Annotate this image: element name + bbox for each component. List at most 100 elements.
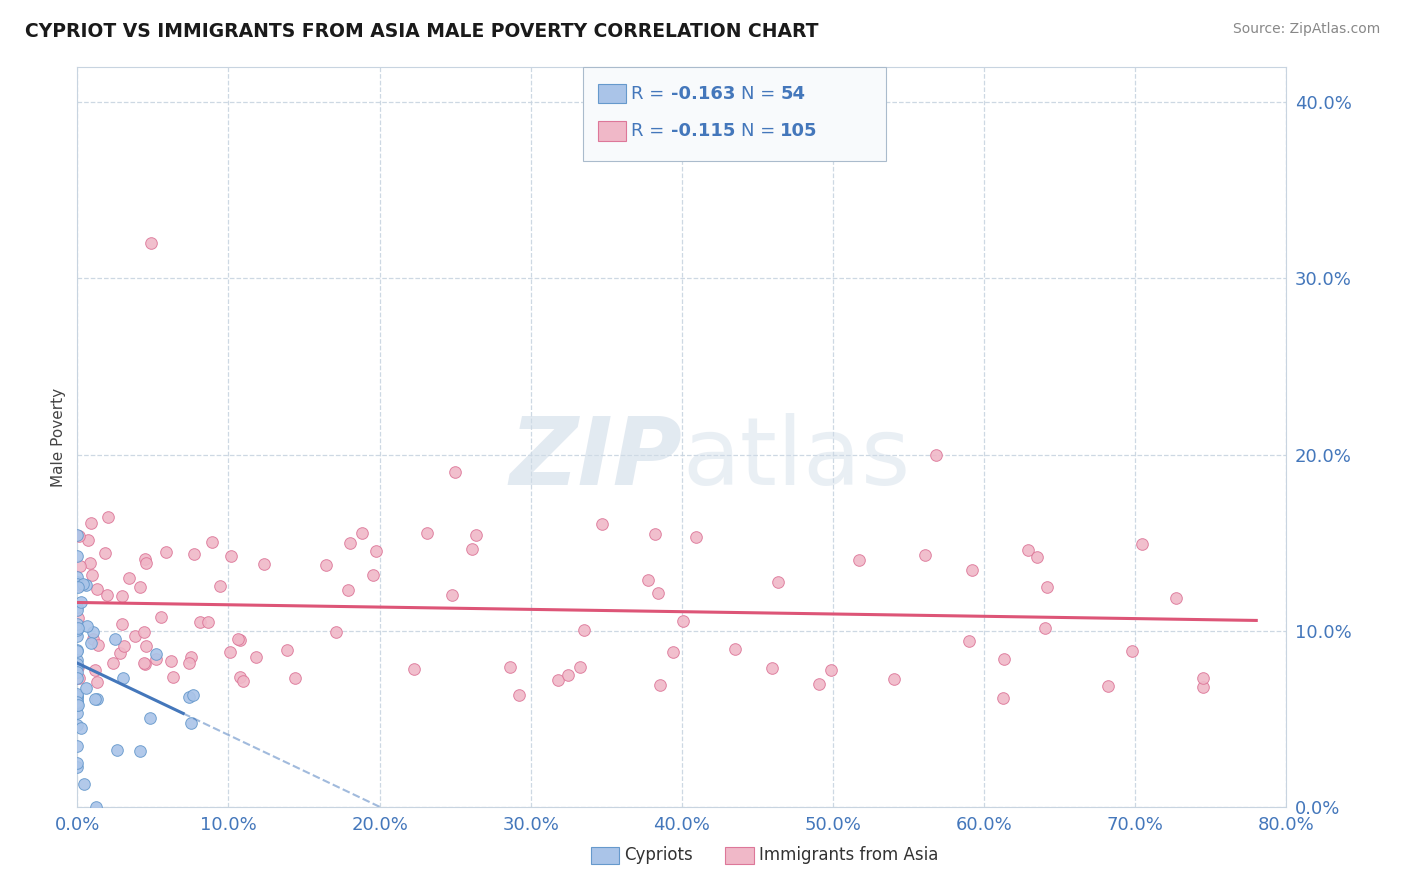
Point <box>820 663 842 677</box>
Point <box>134 657 156 671</box>
Point <box>766 574 789 589</box>
Point <box>960 563 983 577</box>
Point <box>79 556 101 570</box>
Point <box>66 643 89 657</box>
Point <box>993 652 1015 666</box>
Point <box>336 582 359 597</box>
Point <box>508 688 530 702</box>
Point <box>66 603 89 617</box>
Point <box>82 567 104 582</box>
Text: N =: N = <box>741 85 780 103</box>
Point <box>84 691 107 706</box>
Point <box>155 545 177 559</box>
Text: -0.115: -0.115 <box>671 122 735 140</box>
Point <box>111 616 134 631</box>
Point <box>671 614 693 628</box>
Point <box>150 609 173 624</box>
Point <box>276 643 298 657</box>
Point <box>201 534 224 549</box>
Point <box>569 659 592 673</box>
Point <box>86 582 108 596</box>
Point <box>66 611 89 625</box>
Point <box>67 580 90 594</box>
Point <box>111 589 134 603</box>
Text: R =: R = <box>631 85 671 103</box>
Point <box>848 552 870 566</box>
Point <box>1036 580 1059 594</box>
Point <box>808 677 831 691</box>
Point <box>1130 537 1153 551</box>
Point <box>104 632 127 646</box>
Point <box>66 689 89 703</box>
Point <box>1017 542 1039 557</box>
Point <box>229 670 252 684</box>
Point <box>118 570 141 584</box>
Point <box>209 578 232 592</box>
Point <box>66 760 89 774</box>
Point <box>66 570 89 584</box>
Point <box>66 671 89 685</box>
Point <box>957 633 980 648</box>
Point <box>108 646 131 660</box>
Point <box>661 645 683 659</box>
Point <box>82 632 104 647</box>
Point <box>461 542 484 557</box>
Point <box>221 549 243 564</box>
Point <box>925 448 948 462</box>
Point <box>105 743 128 757</box>
Point <box>1164 591 1187 605</box>
Point <box>1192 681 1215 695</box>
Point <box>103 657 125 671</box>
Text: 54: 54 <box>780 85 806 103</box>
Point <box>66 660 89 674</box>
Point <box>84 800 107 814</box>
Text: CYPRIOT VS IMMIGRANTS FROM ASIA MALE POVERTY CORRELATION CHART: CYPRIOT VS IMMIGRANTS FROM ASIA MALE POV… <box>25 22 818 41</box>
Point <box>650 677 672 691</box>
Point <box>75 681 97 695</box>
Point <box>177 690 200 704</box>
Point <box>75 578 97 592</box>
Point <box>219 645 242 659</box>
Point <box>134 625 156 640</box>
Text: N =: N = <box>741 122 780 140</box>
Point <box>66 617 89 632</box>
Point <box>591 516 613 531</box>
Point <box>76 619 98 633</box>
Point <box>66 706 89 721</box>
Text: -0.163: -0.163 <box>671 85 735 103</box>
Point <box>134 551 156 566</box>
Point <box>162 670 184 684</box>
Point <box>69 577 91 591</box>
Point <box>139 236 162 251</box>
Point <box>66 576 89 591</box>
Point <box>83 663 105 677</box>
Text: Cypriots: Cypriots <box>624 846 693 863</box>
Point <box>761 661 783 675</box>
Point <box>97 510 120 524</box>
Point <box>66 695 89 709</box>
Point <box>66 696 89 710</box>
Point <box>134 640 156 654</box>
Point <box>914 549 936 563</box>
Point <box>644 527 666 541</box>
Point <box>66 528 89 542</box>
Point <box>284 671 307 685</box>
Point <box>883 672 905 686</box>
Point <box>129 744 152 758</box>
Point <box>66 657 89 672</box>
Point <box>86 692 108 706</box>
Point <box>66 687 89 701</box>
Point <box>67 671 90 685</box>
Point <box>226 632 249 646</box>
Point <box>228 632 250 647</box>
Point <box>1033 622 1056 636</box>
Point <box>66 623 89 637</box>
Point <box>415 526 437 541</box>
Y-axis label: Male Poverty: Male Poverty <box>51 387 66 487</box>
Point <box>350 526 373 541</box>
Point <box>139 710 162 724</box>
Point <box>66 629 89 643</box>
Point <box>67 698 90 712</box>
Point <box>1097 679 1119 693</box>
Point <box>82 625 104 640</box>
